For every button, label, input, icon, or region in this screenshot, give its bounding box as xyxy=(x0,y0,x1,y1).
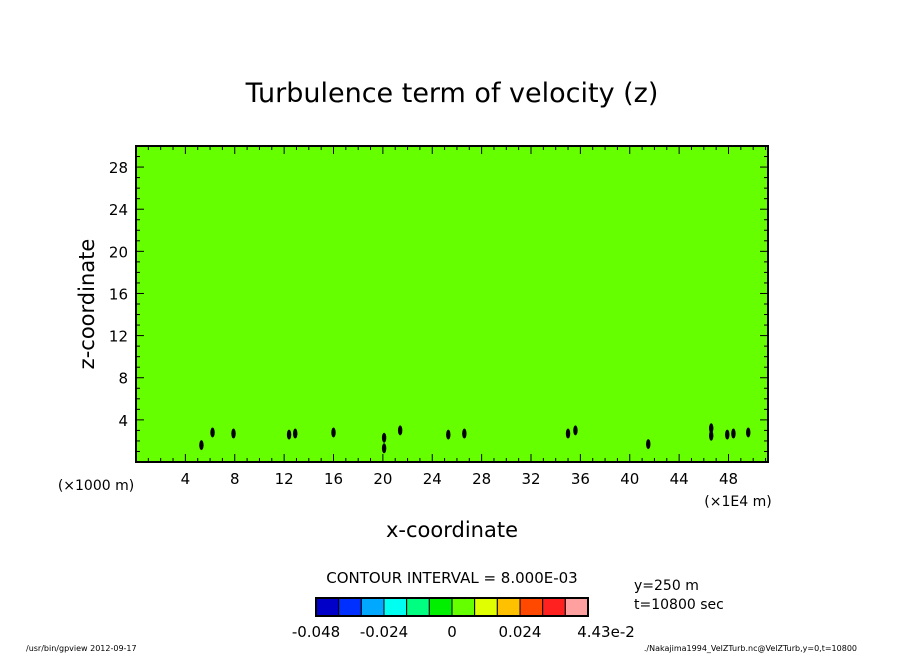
footer-right: ./Nakajima1994_VelZTurb.nc@VelZTurb,y=0,… xyxy=(644,644,857,653)
contour-feature xyxy=(565,428,571,439)
colorbar-swatch xyxy=(315,597,340,617)
y-tick-label: 24 xyxy=(109,201,128,219)
colorbar-swatch xyxy=(542,597,566,617)
x-tick-label: 48 xyxy=(719,470,738,488)
contour-feature xyxy=(709,423,714,434)
contour-interval: CONTOUR INTERVAL = 8.000E-03 xyxy=(326,569,577,587)
colorbar-label: 0 xyxy=(447,623,457,641)
x-axis-label: x-coordinate xyxy=(386,518,518,542)
y-tick-label: 12 xyxy=(109,328,128,346)
x-tick-label: 44 xyxy=(670,470,689,488)
y-tick-label: 4 xyxy=(118,412,128,430)
x-tick-label: 8 xyxy=(230,470,240,488)
x-unit-right: (×1E4 m) xyxy=(704,494,771,510)
colorbar-label: -0.024 xyxy=(360,623,408,641)
colorbar-swatch xyxy=(383,597,408,617)
colorbar-swatch xyxy=(474,597,498,617)
y-tick-label: 8 xyxy=(118,370,128,388)
x-tick-label: 20 xyxy=(373,470,392,488)
contour-feature xyxy=(731,428,736,439)
colorbar-swatch xyxy=(406,597,430,617)
contour-feature xyxy=(725,429,730,440)
contour-feature xyxy=(381,432,387,443)
contour-feature xyxy=(446,429,451,440)
contour-feature xyxy=(709,430,714,441)
colorbar-label: 4.43e-2 xyxy=(577,623,635,641)
features-layer xyxy=(199,423,751,454)
footer-left: /usr/bin/gpview 2012-09-17 xyxy=(26,644,137,653)
colorbar-swatch xyxy=(564,597,589,617)
contour-feature xyxy=(293,428,298,439)
colorbar-swatch xyxy=(496,597,521,617)
contour-feature xyxy=(746,427,751,438)
x-tick-label: 40 xyxy=(620,470,639,488)
contour-feature xyxy=(199,440,204,451)
colorbar-frame xyxy=(315,597,589,617)
x-tick-label: 28 xyxy=(472,470,491,488)
contour-feature xyxy=(397,425,403,436)
x-tick-label: 4 xyxy=(181,470,191,488)
contour-feature xyxy=(573,425,578,436)
colorbar-swatch xyxy=(360,597,385,617)
y-axis-label: z-coordinate xyxy=(75,239,99,370)
x-tick-label: 36 xyxy=(571,470,590,488)
y-tick-label: 28 xyxy=(109,159,128,177)
y-tick-label: 20 xyxy=(109,243,128,261)
contour-feature xyxy=(231,428,236,439)
y-tick-label: 16 xyxy=(109,285,128,303)
colorbar-label: 0.024 xyxy=(499,623,542,641)
info-y: y=250 m xyxy=(634,578,699,594)
info-t: t=10800 sec xyxy=(634,597,724,613)
chart-title: Turbulence term of velocity (z) xyxy=(245,78,659,109)
contour-feature xyxy=(462,428,467,439)
colorbar-label: -0.048 xyxy=(292,623,340,641)
x-tick-label: 16 xyxy=(324,470,343,488)
plot-area xyxy=(136,146,768,462)
colorbar-swatch xyxy=(451,597,476,617)
contour-feature xyxy=(646,439,651,450)
contour-feature xyxy=(210,427,215,438)
contour-feature xyxy=(381,443,387,454)
colorbar-swatch xyxy=(428,597,453,617)
colorbar: -0.048 -0.024 0 0.024 4.43e-2 xyxy=(292,597,635,641)
x-tick-label: 12 xyxy=(275,470,294,488)
x-unit-left: (×1000 m) xyxy=(58,478,134,494)
x-tick-label: 32 xyxy=(521,470,540,488)
contour-feature xyxy=(331,427,336,438)
contour-feature xyxy=(286,429,292,440)
colorbar-swatch xyxy=(338,597,362,617)
colorbar-swatch xyxy=(519,597,544,617)
x-tick-label: 24 xyxy=(423,470,442,488)
